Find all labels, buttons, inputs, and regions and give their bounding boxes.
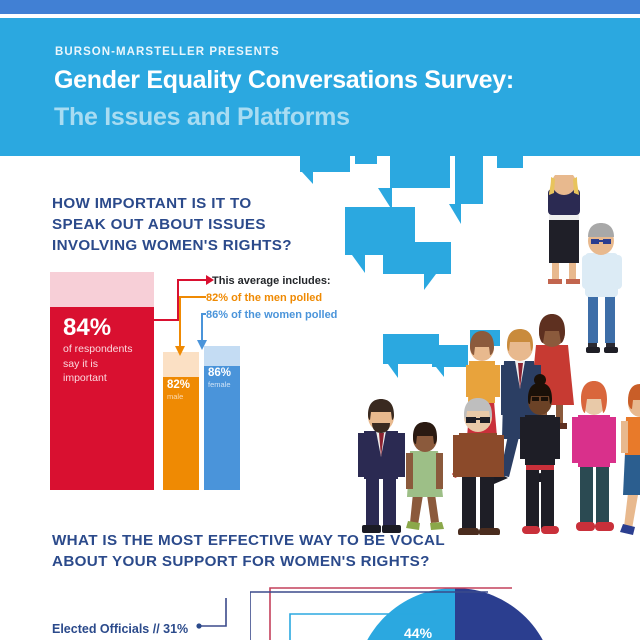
speech-bubble-tail-9 <box>436 367 444 377</box>
bar-male-fill <box>163 377 199 490</box>
section2-heading-line2: ABOUT YOUR SUPPORT FOR WOMEN'S RIGHTS? <box>52 553 430 570</box>
speech-bubble-tail-4 <box>449 204 461 224</box>
person-figure-orange-top-woman <box>620 384 640 535</box>
speech-bubble-decor-9 <box>432 345 468 367</box>
page-title: Gender Equality Conversations Survey: <box>54 66 514 94</box>
speech-bubble-decor-7 <box>383 242 451 274</box>
speech-bubble-decor-4 <box>455 150 483 204</box>
speech-bubble-tail-3 <box>378 188 392 210</box>
bar-all-fill <box>50 307 154 490</box>
person-figure-green-dress-woman <box>406 422 444 530</box>
speech-bubble-decor-5 <box>497 150 523 168</box>
speech-bubble-decor-1 <box>300 150 350 172</box>
elected-officials-label: Elected Officials // 31% <box>52 622 189 636</box>
bar-male-value-label: 82% <box>167 379 191 391</box>
bar-all-value-label: 84% <box>63 314 112 341</box>
section2-heading: WHAT IS THE MOST EFFECTIVE WAY TO BE VOC… <box>52 530 445 572</box>
speech-bubble-tail-7 <box>424 274 436 290</box>
bar-all-caption-line1: of respondents <box>63 343 133 355</box>
section1-heading-line1: HOW IMPORTANT IS IT TO <box>52 195 252 212</box>
callout-line-3: 86% of the women polled <box>206 309 338 321</box>
section1-heading-line3: INVOLVING WOMEN'S RIGHTS? <box>52 237 292 254</box>
bar-female-fill <box>204 366 240 490</box>
pie-leader-lines <box>250 587 512 640</box>
person-figure-beard-suit-man <box>358 399 405 533</box>
header-kicker: BURSON-MARSTELLER PRESENTS <box>55 46 280 58</box>
bar-female-value-label: 86% <box>208 367 232 379</box>
bar-female-caption: female <box>208 380 231 389</box>
bar-female: 86% female <box>204 346 240 490</box>
bar-male-caption: male <box>167 392 184 401</box>
top-accent-bar <box>0 0 640 14</box>
speech-bubble-tail-8 <box>388 364 398 378</box>
person-figure-blonde-woman <box>548 175 580 284</box>
section1-heading-line2: SPEAK OUT ABOUT ISSUES <box>52 216 266 233</box>
speech-bubble-decor-3 <box>390 150 450 188</box>
person-figure-black-outfit-woman <box>520 374 560 534</box>
person-figure-glasses-man <box>582 223 622 353</box>
section2-heading-line1: WHAT IS THE MOST EFFECTIVE WAY TO BE VOC… <box>52 532 446 549</box>
speech-bubble-decor-8 <box>383 334 439 364</box>
callout-line-2: 82% of the men polled <box>206 292 323 304</box>
bar-all-caption: of respondents say it is important <box>63 342 132 386</box>
speech-bubble-decor-2 <box>355 150 377 164</box>
bar-male: 82% male <box>163 352 199 490</box>
section1-heading: HOW IMPORTANT IS IT TO SPEAK OUT ABOUT I… <box>52 193 292 256</box>
bar-all-caption-line3: important <box>63 372 107 384</box>
person-figure-sweater-man <box>453 398 504 535</box>
page-subtitle: The Issues and Platforms <box>54 103 350 131</box>
people-illustration-group <box>358 175 640 535</box>
callout-line-1: This average includes: <box>212 275 331 287</box>
elected-officials-leader-line <box>196 598 227 629</box>
person-figure-pink-top-woman <box>572 381 616 531</box>
callout-connector-lines <box>154 275 214 356</box>
speech-bubble-tail-1 <box>302 172 313 184</box>
header-band <box>0 18 640 156</box>
speech-bubble-tail-6 <box>352 255 365 273</box>
pie-slice-value-label: 44% <box>404 625 433 640</box>
top-bar-divider <box>0 14 640 18</box>
bar-all-caption-line2: say it is <box>63 357 99 370</box>
bar-all-respondents: 84% of respondents say it is important <box>50 272 154 490</box>
